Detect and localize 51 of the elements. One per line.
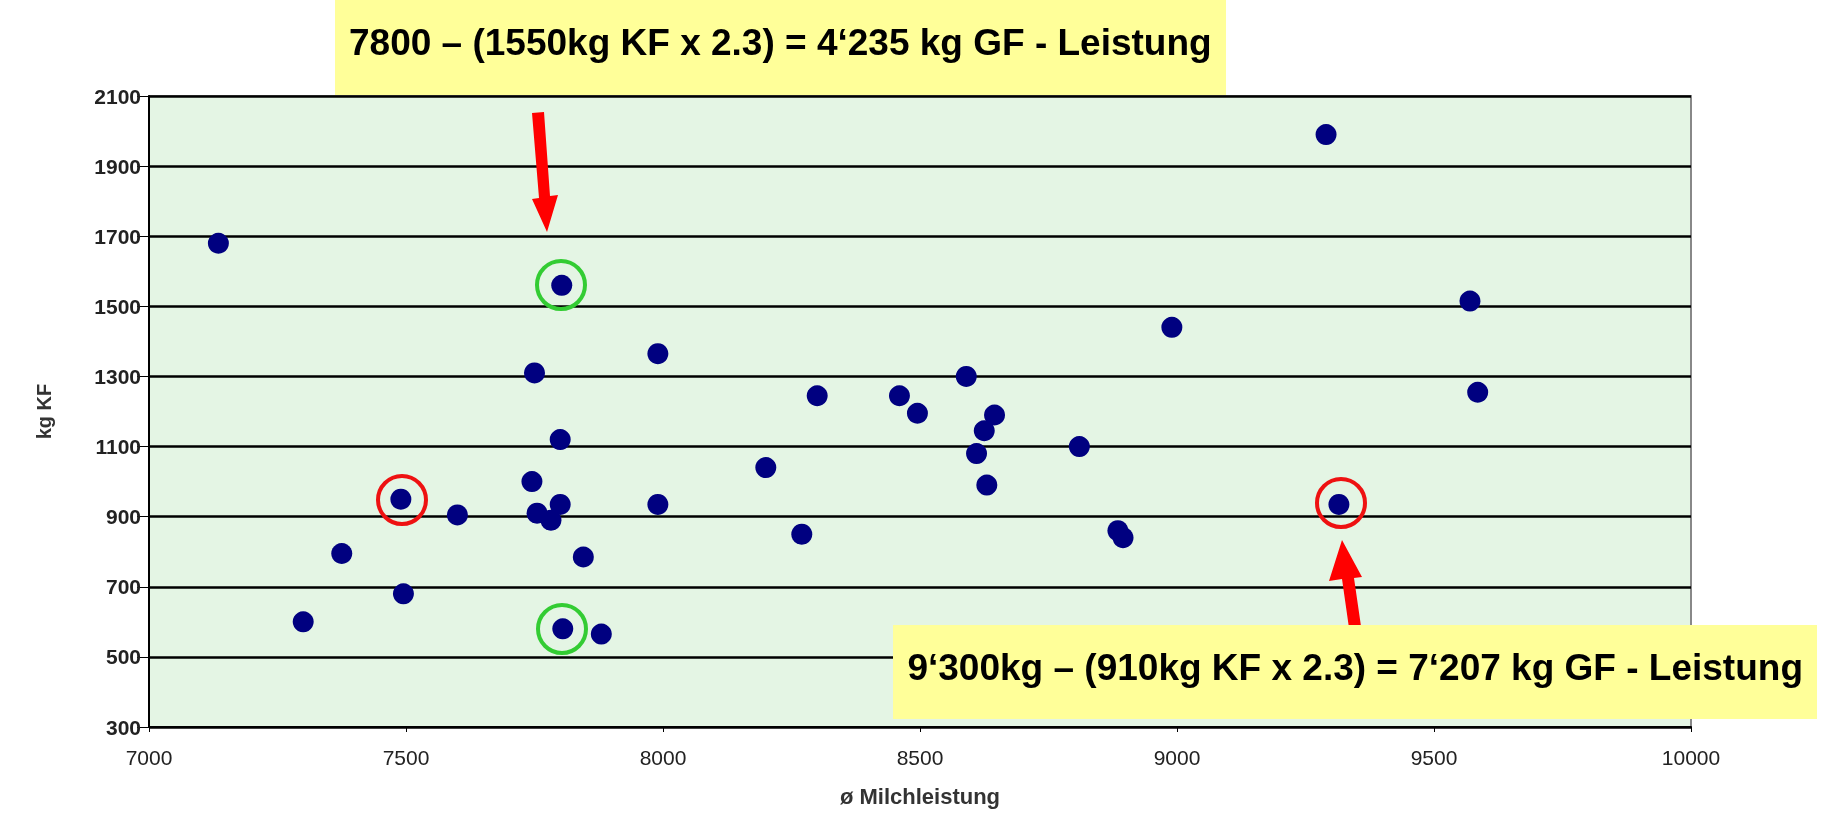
point — [1315, 124, 1337, 146]
point — [973, 420, 995, 442]
point — [647, 343, 669, 365]
point — [984, 404, 1006, 426]
point — [1467, 381, 1489, 403]
annotation: 9‘300kg – (910kg KF x 2.3) = 7‘207 kg GF - Leistung — [893, 625, 1817, 719]
point — [1068, 436, 1090, 458]
x-tick-label: 7000 — [125, 746, 173, 769]
point — [572, 546, 594, 568]
point — [549, 429, 571, 451]
point — [524, 362, 545, 384]
y-tick-label: 1500 — [94, 294, 141, 318]
point — [1161, 316, 1183, 338]
x-tick-label: 8500 — [896, 746, 944, 769]
x-tick-label: 8000 — [639, 746, 687, 769]
x-tick-label: 9000 — [1153, 746, 1201, 769]
y-tick-label: 2100 — [94, 84, 141, 108]
text: 7800 – (1550kg KF x 2.3) = 4‘235 kg GF - Leistung — [335, 0, 1226, 95]
point — [207, 232, 229, 254]
point — [392, 583, 414, 605]
point — [1112, 527, 1134, 549]
point — [755, 457, 777, 479]
y-tick-label: 700 — [105, 575, 141, 599]
point — [521, 471, 543, 493]
point — [590, 623, 612, 645]
point — [647, 493, 669, 515]
point — [331, 542, 353, 564]
y-tick-label: 900 — [105, 505, 141, 529]
point — [966, 443, 988, 465]
point — [976, 474, 998, 496]
point — [906, 402, 928, 424]
point — [1459, 290, 1481, 312]
point — [955, 365, 977, 387]
x-axis-title: ø Milchleistung — [839, 783, 1001, 809]
x-tick-label: 7500 — [382, 746, 430, 769]
x-tick-label: 9500 — [1410, 746, 1458, 769]
y-tick-label: 500 — [105, 645, 141, 669]
y-axis-title: kg KF — [33, 383, 55, 440]
y-tick-label: 1900 — [94, 154, 141, 178]
x-tick-label: 10000 — [1661, 746, 1721, 769]
y-tick-label: 1100 — [95, 435, 141, 459]
point — [446, 504, 468, 526]
point — [888, 385, 910, 407]
point — [806, 385, 828, 407]
point — [540, 509, 562, 531]
y-tick-label: 300 — [105, 715, 141, 739]
y-tick-label: 1300 — [94, 364, 141, 388]
point — [292, 611, 314, 633]
y-tick-label: 1700 — [94, 224, 141, 248]
point — [791, 523, 813, 545]
point — [549, 493, 571, 515]
